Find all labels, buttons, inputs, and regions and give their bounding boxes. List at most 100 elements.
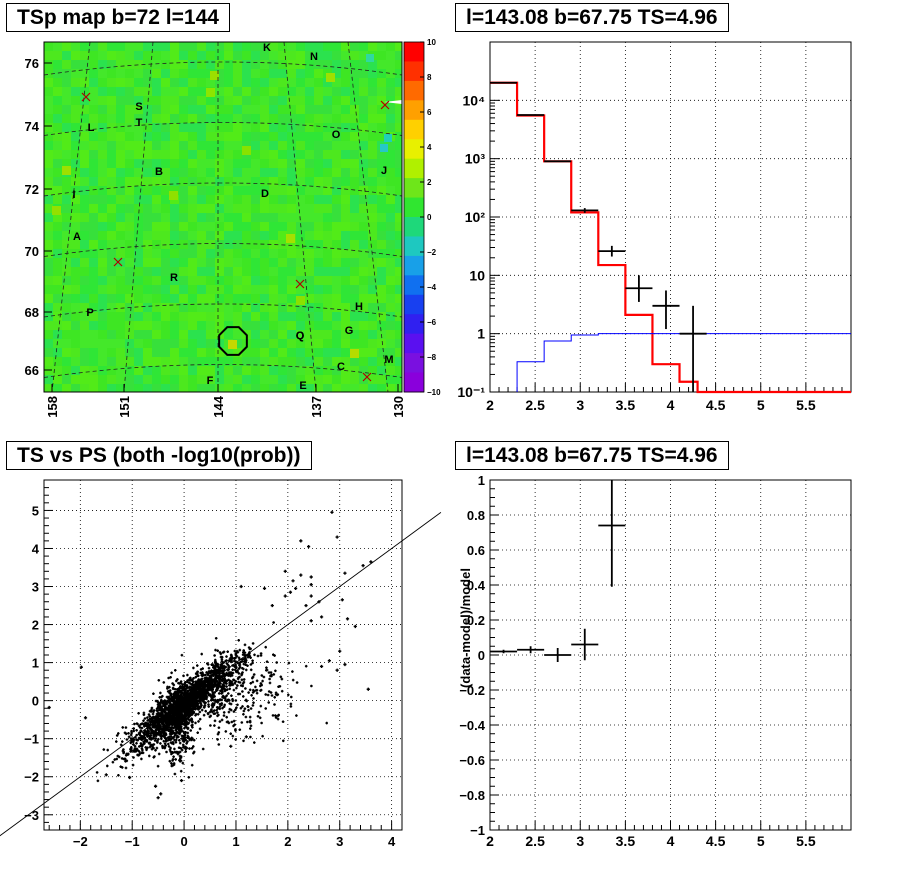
heatmap-cell <box>170 366 179 375</box>
heatmap-cell <box>188 51 197 60</box>
heatmap-cell <box>170 123 179 132</box>
heatmap-cell <box>206 348 215 357</box>
heatmap-cell <box>125 357 134 366</box>
heatmap-cell <box>125 204 134 213</box>
heatmap-cell <box>116 213 125 222</box>
heatmap-cell <box>386 87 395 96</box>
heatmap-cell <box>395 276 402 285</box>
heatmap-cell <box>305 384 314 392</box>
heatmap-cell <box>107 42 116 51</box>
heatmap-cell <box>278 249 287 258</box>
heatmap-cell <box>323 267 332 276</box>
heatmap-cell <box>359 240 368 249</box>
heatmap-cell <box>314 285 323 294</box>
heatmap-cell <box>152 168 161 177</box>
heatmap-cell <box>71 96 80 105</box>
heatmap-cell <box>134 321 143 330</box>
heatmap-hotspot <box>350 349 359 358</box>
heatmap-cell <box>323 168 332 177</box>
heatmap-cell <box>233 348 242 357</box>
graticule-line <box>43 303 403 318</box>
heatmap-cell <box>350 312 359 321</box>
heatmap-cell <box>260 357 269 366</box>
heatmap-cell <box>161 339 170 348</box>
heatmap-cell <box>170 78 179 87</box>
heatmap-cell <box>161 384 170 392</box>
heatmap-cell <box>233 168 242 177</box>
heatmap-cell <box>332 132 341 141</box>
scatter-point <box>153 784 158 788</box>
heatmap-cell <box>359 330 368 339</box>
heatmap-cell <box>197 204 206 213</box>
heatmap-cell <box>143 348 152 357</box>
heatmap-cell <box>224 321 233 330</box>
heatmap-cell <box>161 69 170 78</box>
heatmap-cell <box>233 384 242 392</box>
heatmap-cell <box>53 267 62 276</box>
scatter-point <box>283 569 287 573</box>
heatmap-cell <box>44 78 53 87</box>
x-tick-label: 130 <box>391 396 406 418</box>
heatmap-cell <box>89 42 98 51</box>
heatmap-cell <box>278 132 287 141</box>
heatmap-cell <box>206 150 215 159</box>
heatmap-cell <box>314 339 323 348</box>
heatmap-cell <box>224 168 233 177</box>
heatmap-cell <box>287 168 296 177</box>
heatmap-cell <box>188 186 197 195</box>
heatmap-cell <box>215 384 224 392</box>
heatmap-cell <box>305 78 314 87</box>
heatmap-cell <box>233 267 242 276</box>
heatmap-cell <box>80 231 89 240</box>
heatmap-cell <box>44 51 53 60</box>
heatmap-hotspot <box>286 234 295 243</box>
heatmap-cell <box>332 150 341 159</box>
colorbar-tick-label: −6 <box>427 318 437 327</box>
heatmap-cell <box>107 141 116 150</box>
heatmap-cell <box>224 357 233 366</box>
heatmap-cell <box>152 375 161 384</box>
heatmap-cell <box>395 285 402 294</box>
heatmap-cell <box>305 42 314 51</box>
heatmap-cell <box>260 69 269 78</box>
colorbar-segment <box>404 61 424 82</box>
heatmap-cell <box>359 168 368 177</box>
heatmap-cell <box>242 231 251 240</box>
heatmap-cell <box>368 267 377 276</box>
heatmap-cell <box>152 177 161 186</box>
heatmap-cell <box>278 159 287 168</box>
heatmap-cell <box>134 51 143 60</box>
heatmap-cell <box>125 168 134 177</box>
x-tick-label: 2 <box>284 834 291 849</box>
heatmap-cell <box>71 123 80 132</box>
heatmap-cell <box>224 231 233 240</box>
heatmap-cell <box>179 141 188 150</box>
heatmap-cell <box>368 231 377 240</box>
heatmap-cell <box>296 366 305 375</box>
heatmap-cell <box>377 96 386 105</box>
heatmap-cell <box>341 330 350 339</box>
heatmap-cell <box>242 78 251 87</box>
heatmap-cell <box>143 258 152 267</box>
heatmap-cell <box>98 114 107 123</box>
heatmap-cell <box>215 51 224 60</box>
heatmap-cell <box>359 60 368 69</box>
heatmap-cell <box>332 294 341 303</box>
heatmap-cell <box>251 204 260 213</box>
heatmap-cell <box>386 330 395 339</box>
scatter-point <box>294 586 298 591</box>
heatmap-cell <box>233 276 242 285</box>
heatmap-cell <box>62 60 71 69</box>
heatmap-cell <box>98 303 107 312</box>
heatmap-cell <box>107 303 116 312</box>
heatmap-cell <box>377 177 386 186</box>
heatmap-cell <box>224 105 233 114</box>
heatmap-cell <box>278 96 287 105</box>
heatmap-cell <box>188 78 197 87</box>
heatmap-cell <box>323 222 332 231</box>
scatter-point <box>335 668 339 672</box>
heatmap-cell <box>341 348 350 357</box>
heatmap-cell <box>125 105 134 114</box>
heatmap-cell <box>179 312 188 321</box>
